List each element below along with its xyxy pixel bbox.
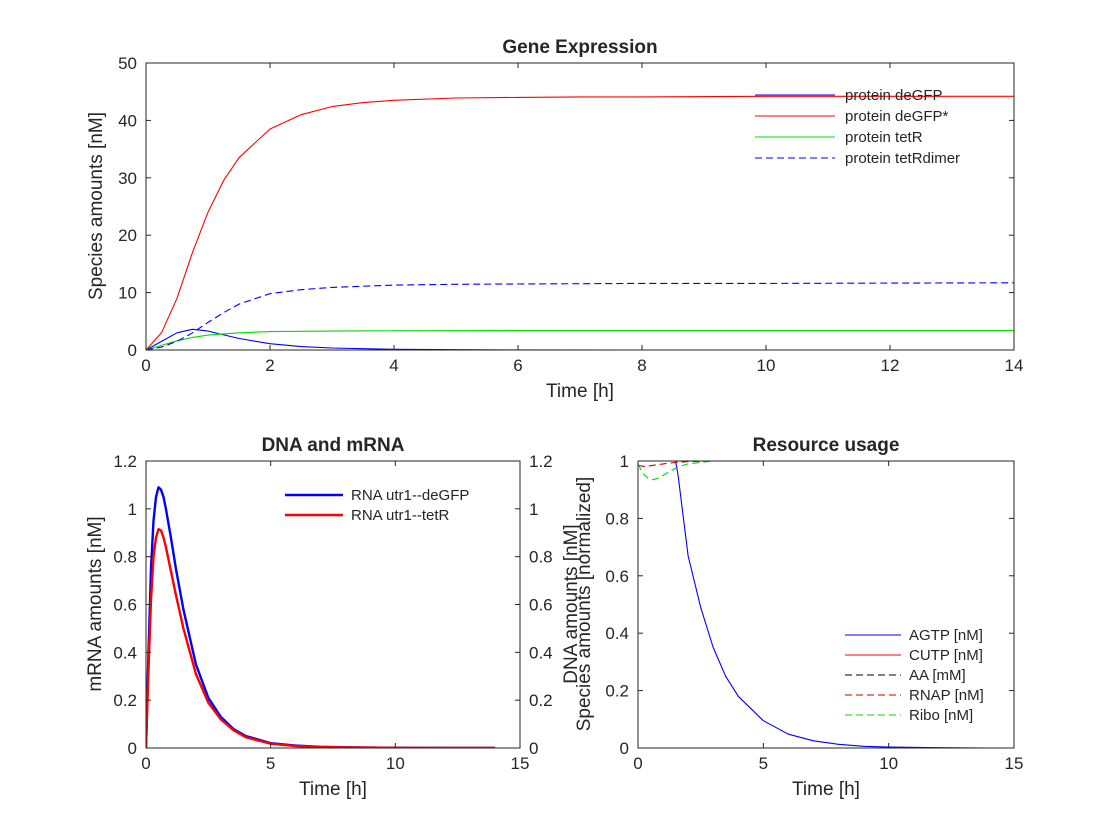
dna-mrna-series-group [146,486,496,748]
gene-expression-axes-box [145,62,1015,351]
gene-expression-ytick-label-3: 30 [118,169,137,188]
gene-expression-legend: protein deGFP protein deGFP* protein tetR p… [755,87,960,167]
dna-mrna-ytick-label-4: 0.8 [113,548,137,567]
dna-mrna-series-line-1 [146,528,496,748]
dna-mrna-title: DNA and mRNA [262,435,405,456]
resource-usage-series-line-3 [638,460,989,468]
dna-mrna-ylabel: mRNA amounts [nM] [85,516,106,691]
resource-usage-axes-box [637,460,1015,749]
resource-usage-xtick-label-3: 15 [1005,754,1024,773]
gene-expression-xtick-label-7: 14 [1005,356,1024,375]
dna-mrna-xlabel: Time [h] [299,779,367,800]
gene-expression-xtick-label-2: 4 [389,356,398,375]
gene-expression-ytick-label-5: 50 [118,54,137,73]
dna-mrna-ytick-right-label-4: 0.8 [529,548,553,567]
gene-expression-legend-entry-3: protein tetRdimer [845,150,960,167]
resource-usage-ytick-label-0: 0 [620,739,629,758]
dna-mrna-xtick-label-3: 15 [511,754,530,773]
resource-usage-xtick-label-1: 5 [759,754,768,773]
gene-expression-xtick-label-4: 8 [637,356,646,375]
gene-expression-ytick-label-4: 40 [118,111,137,130]
dna-mrna-ytick-right-label-6: 1.2 [529,452,553,471]
resource-usage-xlabel: Time [h] [792,779,860,800]
dna-mrna-panel: DNA and mRNA Time [h] mRNA amounts [nM] … [85,435,582,800]
resource-usage-series-line-4 [638,460,989,481]
dna-mrna-ytick-right-label-1: 0.2 [529,691,553,710]
dna-mrna-ytick-right-label-0: 0 [529,739,538,758]
gene-expression-series-line-0 [146,328,1014,350]
dna-mrna-legend: RNA utr1--deGFP RNA utr1--tetR [285,487,469,524]
gene-expression-xtick-label-3: 6 [513,356,522,375]
gene-expression-legend-entry-1: protein deGFP* [845,108,949,125]
resource-usage-legend-entry-1: CUTP [nM] [909,647,983,664]
gene-expression-series-group [146,95,1014,350]
resource-usage-legend-entry-3: RNAP [nM] [909,687,984,704]
gene-expression-legend-entry-0: protein deGFP [845,87,943,104]
gene-expression-xtick-label-5: 10 [757,356,776,375]
resource-usage-xtick-label-0: 0 [633,754,642,773]
dna-mrna-ytick-right-label-2: 0.4 [529,643,553,662]
resource-usage-ytick-label-5: 1 [620,452,629,471]
gene-expression-xtick-label-0: 0 [141,356,150,375]
resource-usage-legend-entry-4: Ribo [nM] [909,707,973,724]
resource-usage-title: Resource usage [753,435,900,456]
resource-usage-legend-entry-2: AA [mM] [909,667,966,684]
gene-expression-series-line-3 [146,282,1014,350]
resource-usage-ytick-label-2: 0.4 [605,624,629,643]
dna-mrna-legend-entry-0: RNA utr1--deGFP [351,487,469,504]
resource-usage-xtick-label-2: 10 [879,754,898,773]
gene-expression-ytick-label-0: 0 [128,341,137,360]
gene-expression-xtick-label-1: 2 [265,356,274,375]
dna-mrna-xtick-label-0: 0 [141,754,150,773]
resource-usage-ytick-label-1: 0.2 [605,682,629,701]
dna-mrna-ytick-label-0: 0 [128,739,137,758]
resource-usage-legend-entry-0: AGTP [nM] [909,627,983,644]
dna-mrna-ytick-label-5: 1 [128,500,137,519]
gene-expression-title: Gene Expression [502,37,657,58]
gene-expression-ytick-label-1: 10 [118,284,137,303]
dna-mrna-xtick-label-2: 10 [386,754,405,773]
gene-expression-xlabel: Time [h] [546,381,614,402]
gene-expression-legend-entry-2: protein tetR [845,129,923,146]
resource-usage-ylabel: Species amounts [normalized] [574,477,595,732]
resource-usage-legend: AGTP [nM] CUTP [nM] AA [mM] RNAP [nM] Ribo [… [845,627,984,724]
gene-expression-ylabel: Species amounts [nM] [86,112,107,300]
dna-mrna-ytick-right-label-5: 1 [529,500,538,519]
dna-mrna-ytick-label-2: 0.4 [113,643,137,662]
dna-mrna-xtick-label-1: 5 [266,754,275,773]
gene-expression-ytick-label-2: 20 [118,226,137,245]
dna-mrna-ytick-label-1: 0.2 [113,691,137,710]
dna-mrna-ytick-label-3: 0.6 [113,596,137,615]
gene-expression-xtick-label-6: 12 [881,356,900,375]
gene-expression-panel: Gene Expression Time [h] Species amounts… [86,37,1023,402]
dna-mrna-legend-entry-1: RNA utr1--tetR [351,507,450,524]
dna-mrna-ytick-label-6: 1.2 [113,452,137,471]
dna-mrna-ylabel-right: DNA amounts [nM] [561,524,582,683]
resource-usage-panel: Resource usage Time [h] Species amounts … [574,435,1023,800]
gene-expression-series-line-1 [146,95,1014,350]
resource-usage-ytick-label-3: 0.6 [605,567,629,586]
resource-usage-ytick-label-4: 0.8 [605,509,629,528]
dna-mrna-ytick-right-label-3: 0.6 [529,596,553,615]
